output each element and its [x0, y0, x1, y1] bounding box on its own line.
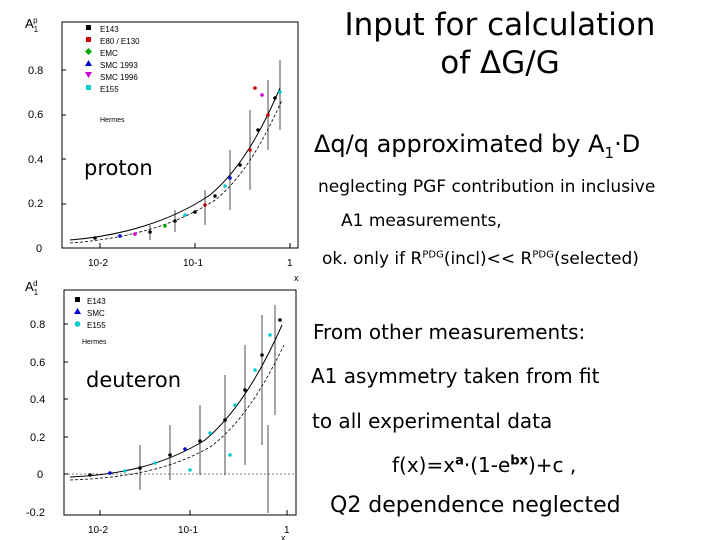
proton-xlabel: x: [294, 273, 299, 283]
deuteron-label: deuteron: [84, 368, 184, 392]
legend-entry: E155: [87, 321, 106, 330]
fit-formula: f(x)=xa·(1-ebx)+c ,: [392, 453, 577, 477]
proton-legend: E143 E80 / E130 EMC SMC 1993 SMC 1996 E1…: [85, 25, 140, 124]
proton-label: proton: [82, 156, 155, 180]
legend-entry: EMC: [100, 49, 118, 58]
deuteron-data-points: [69, 305, 285, 513]
proton-axes: [61, 21, 299, 249]
note-line-1: neglecting PGF contribution in inclusive: [318, 177, 656, 197]
proton-ytick: 0.4: [28, 154, 43, 166]
deuteron-ytick: 0.4: [30, 394, 45, 406]
deuteron-ytick: 0.6: [30, 357, 45, 369]
deuteron-xlabel: x: [281, 533, 286, 540]
proton-ytick: 0.2: [28, 198, 43, 210]
proton-ytick: 0: [36, 243, 42, 255]
proton-xtick: 10-1: [183, 258, 203, 269]
proton-ytick: 0.6: [28, 109, 43, 121]
deuteron-ytick: -0.2: [26, 507, 45, 519]
title-line-2: of ΔG/G: [440, 45, 560, 81]
legend-entry: SMC 1993: [100, 61, 138, 70]
legend-entry: E143: [100, 25, 119, 34]
deuteron-plot: A1d -0.2 0 0.2 0.4 0.6 0.8 10-2 10-1 1 x…: [25, 279, 297, 540]
legend-entry: E155: [100, 85, 119, 94]
legend-entry: SMC: [87, 309, 105, 318]
legend-entry: Hermes: [100, 117, 125, 124]
proton-ytick: 0.8: [28, 65, 43, 77]
proton-xtick: 10-2: [88, 258, 108, 269]
other-line-1: From other measurements:: [313, 320, 586, 344]
proton-ylabel: A1p: [25, 16, 39, 34]
deuteron-ylabel: A1d: [25, 279, 39, 297]
legend-entry: Hermes: [82, 339, 107, 346]
deuteron-ytick: 0.2: [30, 432, 45, 444]
deuteron-ytick: 0: [37, 469, 43, 481]
other-line-3: to all experimental data: [312, 409, 553, 433]
deuteron-ytick: 0.8: [30, 319, 45, 331]
deuteron-legend: E143 SMC E155 Hermes: [74, 297, 107, 346]
proton-data-points: [69, 60, 283, 244]
deuteron-xtick: 10-2: [88, 525, 108, 536]
deuteron-xtick: 1: [284, 525, 290, 536]
title-line-1: Input for calculation: [344, 7, 656, 43]
note-line-2: A1 measurements,: [341, 211, 502, 231]
legend-entry: SMC 1996: [100, 73, 138, 82]
main-point: Δq/q approximated by A1·D: [314, 130, 641, 162]
legend-entry: E143: [87, 297, 106, 306]
slide-title: Input for calculation of ΔG/G: [300, 6, 700, 82]
note-line-3: ok. only if RPDG(incl)<< RPDG(selected): [322, 249, 639, 269]
deuteron-xtick: 10-1: [178, 525, 198, 536]
other-line-2: A1 asymmetry taken from fit: [311, 364, 600, 388]
deuteron-axes: [63, 289, 297, 516]
proton-plot: A1p 0 0.2 0.4 0.6 0.8 10-2 10-1 1 x E143…: [25, 16, 299, 283]
proton-xtick: 1: [287, 258, 293, 269]
legend-entry: E80 / E130: [100, 37, 140, 46]
other-line-5: Q2 dependence neglected: [330, 493, 621, 518]
